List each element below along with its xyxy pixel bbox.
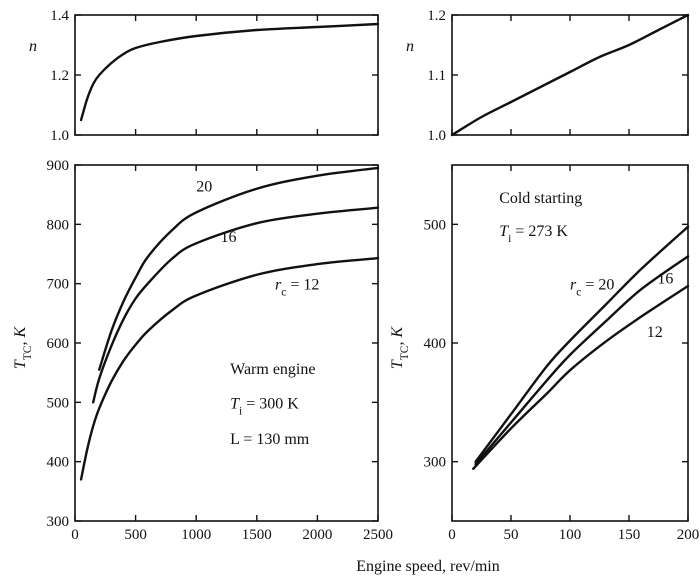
annotation-label: 16 <box>657 271 673 288</box>
panel-bottom-right-cold-starting: 0 50 100 150 200 300 400 500 TTC, K Cold starting… <box>389 164 700 543</box>
annotation-label: Warm engine <box>230 361 315 378</box>
y-tick-label: 600 <box>47 336 70 352</box>
x-tick-label: 50 <box>504 527 519 543</box>
y-tick-label: 300 <box>424 455 447 471</box>
series-line-2 <box>91 206 380 404</box>
y-tick-label: 1.1 <box>427 68 446 84</box>
annotation-label: L = 130 mm <box>230 431 310 448</box>
y-axis-label: TTC, K <box>12 326 34 370</box>
y-tick-label: 1.0 <box>427 128 446 144</box>
annotation-label: Ti = 300 K <box>230 395 299 417</box>
y-tick-label: 1.2 <box>50 68 69 84</box>
y-tick-label: 500 <box>47 395 70 411</box>
y-tick-label: 300 <box>47 514 70 530</box>
y-tick-label: 400 <box>424 336 447 352</box>
y-axis-label: TTC, K <box>389 326 411 370</box>
series-line-1 <box>450 13 690 137</box>
x-tick-label: 500 <box>124 527 147 543</box>
annotation-label: rc = 20 <box>570 277 614 299</box>
annotation-label: Cold starting <box>499 190 582 207</box>
y-tick-label: 500 <box>424 217 447 233</box>
plot-frame <box>451 164 689 522</box>
annotation-label: rc = 12 <box>275 277 319 299</box>
panel-bottom-left-warm-engine: 0 500 1000 1500 2000 2500 300 400 500 600 700 800 90… <box>12 158 393 543</box>
series-line-1 <box>79 22 380 122</box>
y-tick-label: 1.4 <box>50 8 69 24</box>
y-tick-label: 1.2 <box>427 8 446 24</box>
x-tick-label: 1000 <box>181 527 211 543</box>
series-line-3 <box>472 284 690 470</box>
annotation-label: 20 <box>196 179 212 196</box>
shared-x-axis-label: Engine speed, rev/min <box>356 558 500 575</box>
y-tick-label: 1.0 <box>50 128 69 144</box>
y-tick-label: 400 <box>47 455 70 471</box>
x-tick-label: 200 <box>677 527 700 543</box>
annotation-label: 16 <box>220 229 236 246</box>
x-tick-label: 2500 <box>363 527 393 543</box>
x-tick-label: 150 <box>618 527 641 543</box>
plot-frame <box>74 164 379 522</box>
y-tick-label: 700 <box>47 277 70 293</box>
series-line-1 <box>474 225 690 463</box>
y-axis-label: n <box>406 38 414 55</box>
x-tick-label: 2000 <box>302 527 332 543</box>
panel-top-left-n-vs-speed: 1.0 1.2 1.4 n <box>29 8 380 144</box>
y-axis-label: n <box>29 38 37 55</box>
panel-top-right-n-vs-speed: 1.0 1.1 1.2 n <box>406 8 690 144</box>
x-tick-label: 1500 <box>242 527 272 543</box>
y-tick-label: 900 <box>47 158 70 174</box>
series-line-2 <box>474 255 690 466</box>
x-tick-label: 0 <box>448 527 456 543</box>
series-line-1 <box>98 166 380 371</box>
annotation-label: Ti = 273 K <box>499 223 568 245</box>
x-tick-label: 100 <box>559 527 582 543</box>
series-line-3 <box>79 256 380 481</box>
x-tick-label: 0 <box>71 527 79 543</box>
annotation-label: 12 <box>647 324 663 341</box>
y-tick-label: 800 <box>47 217 70 233</box>
